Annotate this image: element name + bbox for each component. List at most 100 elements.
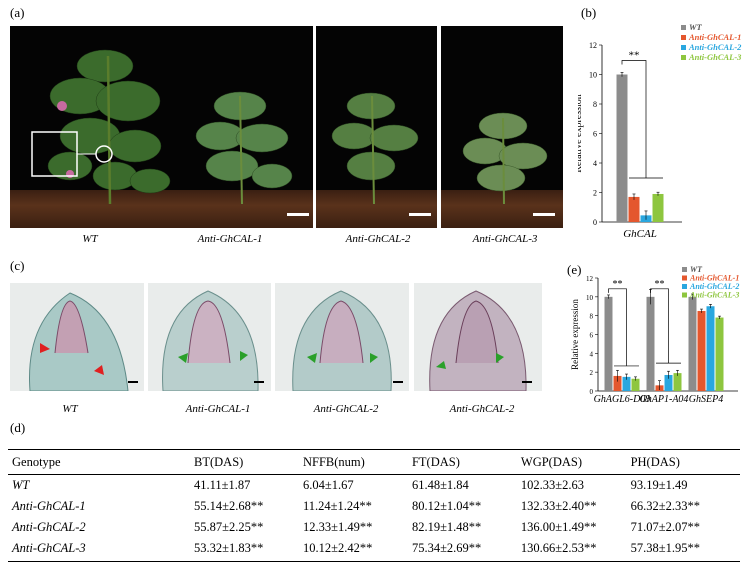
table-header: NFFB(num) [298, 449, 408, 475]
legend-entry: Anti-GhCAL-3 [689, 291, 739, 300]
genotype-cell: WT [12, 478, 30, 492]
legend-swatch [681, 25, 686, 30]
micrograph-anti3 [414, 283, 542, 391]
table-row: Anti-GhCAL-2 55.87±2.25** 12.33±1.49** 82.1… [8, 517, 740, 538]
table-row: Anti-GhCAL-3 53.32±1.83** 10.12±2.42** 75.3… [8, 538, 740, 562]
photo-anti3 [441, 26, 563, 228]
genotype-cell: Anti-GhCAL-2 [12, 520, 86, 534]
caption-a-anti2: Anti-GhCAL-2 [345, 233, 411, 245]
caption-a-anti3: Anti-GhCAL-3 [472, 233, 538, 245]
legend-swatch [682, 275, 687, 281]
table-cell: 53.32±1.83** [190, 538, 299, 562]
y-tick-label: 8 [590, 313, 594, 321]
table-cell: 12.33±1.49** [302, 520, 373, 534]
legend-swatch [681, 45, 686, 50]
bar [697, 310, 706, 391]
table-row: WT 41.11±1.87 6.04±1.67 61.48±1.84 102.33±2.… [8, 475, 740, 497]
table-cell: 57.38±1.95** [626, 538, 740, 562]
table-cell: 130.66±2.53** [516, 538, 627, 562]
table-header: BT(DAS) [190, 449, 299, 475]
plant-illustration [331, 92, 419, 205]
caption-a-anti1: Anti-GhCAL-1 [197, 233, 263, 245]
y-tick-label: 12 [589, 41, 597, 50]
photo-anti2 [316, 26, 437, 228]
table-cell: 82.19±1.48** [411, 520, 482, 534]
legend-entry: Anti-GhCAL-2 [688, 42, 742, 52]
y-tick-label: 2 [590, 369, 594, 377]
y-axis-label: Relative expression [570, 299, 580, 370]
table-header: FT(DAS) [407, 449, 517, 475]
bar [613, 375, 622, 391]
significance-bracket [608, 288, 627, 366]
panel-label-b: (b) [581, 5, 597, 20]
y-tick-label: 6 [593, 130, 597, 139]
bar [706, 306, 715, 391]
table-cell: 102.33±2.63 [520, 478, 585, 492]
arrowhead-icon [436, 361, 446, 369]
caption-c-anti3: Anti-GhCAL-2 [449, 403, 515, 415]
table-header: PH(DAS) [626, 449, 740, 475]
table-cell: 136.00±1.49** [520, 520, 597, 534]
legend-swatch [681, 55, 686, 60]
arrowhead-icon [307, 353, 317, 363]
significance-marker: ** [613, 279, 623, 290]
photo-wt-anti1 [10, 26, 313, 228]
micrograph-anti1 [148, 283, 271, 391]
significance-bracket [621, 60, 647, 178]
bar [631, 378, 640, 391]
legend-entry: Anti-GhCAL-1 [688, 32, 741, 42]
legend-entry: Anti-GhCAL-3 [688, 52, 742, 62]
panel-label-a: (a) [10, 5, 25, 20]
caption-c-anti1: Anti-GhCAL-1 [185, 403, 251, 415]
table-cell: 11.24±1.24** [302, 499, 372, 513]
panel-label-c: (c) [10, 258, 25, 273]
bar [688, 296, 697, 391]
plant-illustration [31, 49, 293, 205]
bar [628, 196, 640, 222]
table-cell: 55.14±2.68** [194, 499, 264, 513]
y-tick-label: 2 [593, 189, 597, 198]
caption-c-anti2: Anti-GhCAL-2 [313, 403, 379, 415]
y-tick-label: 10 [586, 294, 594, 302]
legend-swatch [681, 35, 686, 40]
legend-swatch [682, 284, 687, 289]
table-cell: 55.87±2.25** [194, 520, 264, 534]
bar [715, 317, 724, 391]
arrowhead-icon [240, 351, 248, 361]
table-header: WGP(DAS) [516, 449, 627, 475]
micrograph-wt [10, 283, 144, 391]
y-tick-label: 4 [593, 159, 597, 168]
table-cell: 61.48±1.84 [411, 478, 469, 492]
bar [664, 374, 673, 391]
bar [646, 296, 655, 391]
y-tick-label: 8 [593, 100, 597, 109]
legend-entry: WT [690, 265, 703, 274]
bar [652, 193, 664, 222]
significance-marker: ** [655, 279, 665, 290]
phenotype-table: Genotype BT(DAS) NFFB(num) FT(DAS) WGP(DAS) P… [8, 449, 740, 562]
genotype-cell: Anti-GhCAL-3 [8, 538, 190, 562]
legend-swatch [682, 292, 687, 298]
plant-illustration [462, 112, 548, 205]
legend-entry: Anti-GhCAL-1 [689, 274, 739, 283]
arrowhead-icon [178, 353, 188, 363]
x-tick-label: GhAGL6-D09 [594, 394, 651, 405]
significance-bracket [650, 288, 669, 364]
arrowhead-icon [370, 353, 378, 363]
genotype-cell: Anti-GhCAL-1 [12, 499, 86, 513]
panel-label-d: (d) [10, 420, 26, 435]
table-cell: 66.32±2.33** [630, 499, 700, 513]
bar [604, 296, 613, 391]
bar [673, 373, 682, 391]
significance-marker: ** [629, 50, 640, 62]
arrowhead-icon [40, 343, 50, 353]
legend-entry: WT [689, 22, 703, 32]
bar [622, 376, 631, 391]
caption-c-wt: WT [62, 403, 78, 415]
table-header: Genotype [8, 449, 190, 475]
table-cell: 71.07±2.07** [630, 520, 700, 534]
arrowhead-icon [496, 353, 504, 363]
arrowhead-icon [94, 365, 104, 375]
